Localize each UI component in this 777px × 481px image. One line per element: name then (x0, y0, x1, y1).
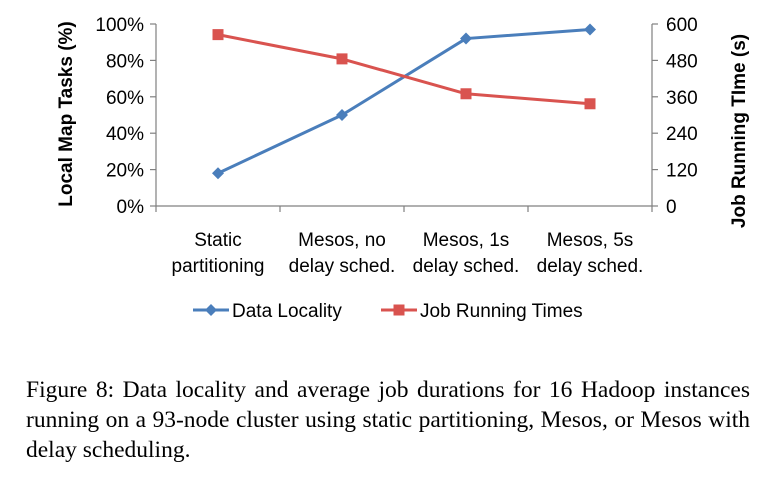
x-tick-label-line: Mesos, 5s (547, 230, 634, 251)
left-tick-label: 20% (106, 161, 144, 182)
right-tick-label: 0 (666, 197, 677, 218)
data-point-marker (584, 98, 596, 110)
left-axis-ticks: 0% 20% 40% 60% 80% 100% (95, 15, 156, 218)
legend-item: Data Locality (193, 301, 342, 322)
right-axis-title: Job Running TIme (s) (729, 34, 750, 228)
left-tick-label: 100% (95, 15, 144, 36)
x-tick-label-line: delay sched. (413, 256, 520, 277)
data-point-marker (336, 53, 348, 65)
legend-item: Job Running Times (381, 301, 583, 322)
legend-marker (393, 304, 405, 316)
data-point-marker (212, 167, 224, 180)
x-tick-label-line: Mesos, 1s (423, 230, 510, 251)
data-point-marker (460, 32, 472, 45)
right-tick-label: 360 (666, 88, 698, 109)
chart-axes (155, 24, 653, 207)
legend-marker (205, 304, 217, 316)
series-data-locality (212, 23, 596, 180)
x-tick-label-line: partitioning (172, 256, 265, 277)
legend-label: Data Locality (232, 301, 342, 322)
series-job-running-times (212, 29, 596, 110)
right-tick-label: 600 (666, 15, 698, 36)
x-tick-label-line: Static (194, 230, 242, 251)
left-tick-label: 40% (106, 124, 144, 145)
right-tick-label: 120 (666, 161, 698, 182)
x-tick-label: Mesos, 1s delay sched. (413, 230, 520, 277)
right-tick-label: 240 (666, 124, 698, 145)
legend-label: Job Running Times (420, 301, 583, 322)
data-point-marker (212, 29, 224, 41)
x-tick-label-line: delay sched. (289, 256, 396, 277)
x-tick-label: Mesos, no delay sched. (289, 230, 396, 277)
series-line (217, 33, 591, 106)
line-chart: 0% 20% 40% 60% 80% 100% 0 120 240 360 480 600 Stat… (56, 15, 750, 322)
left-tick-label: 0% (117, 197, 145, 218)
right-tick-label: 480 (666, 51, 698, 72)
series-layer (212, 23, 596, 180)
series-line (217, 27, 591, 175)
x-tick-label: Static partitioning (172, 230, 265, 277)
data-point-marker (460, 88, 472, 100)
figure-caption: Figure 8: Data locality and average job … (26, 377, 750, 463)
x-tick-label-line: delay sched. (537, 256, 644, 277)
x-tick-label-line: Mesos, no (298, 230, 386, 251)
left-tick-label: 60% (106, 88, 144, 109)
chart-legend: Data Locality Job Running Times (193, 301, 583, 322)
x-tick-label: Mesos, 5s delay sched. (537, 230, 644, 277)
data-point-marker (584, 23, 596, 36)
data-point-marker (336, 109, 348, 121)
left-tick-label: 80% (106, 51, 144, 72)
left-axis-title: Local Map Tasks (%) (56, 21, 77, 206)
right-axis-ticks: 0 120 240 360 480 600 (652, 15, 698, 218)
